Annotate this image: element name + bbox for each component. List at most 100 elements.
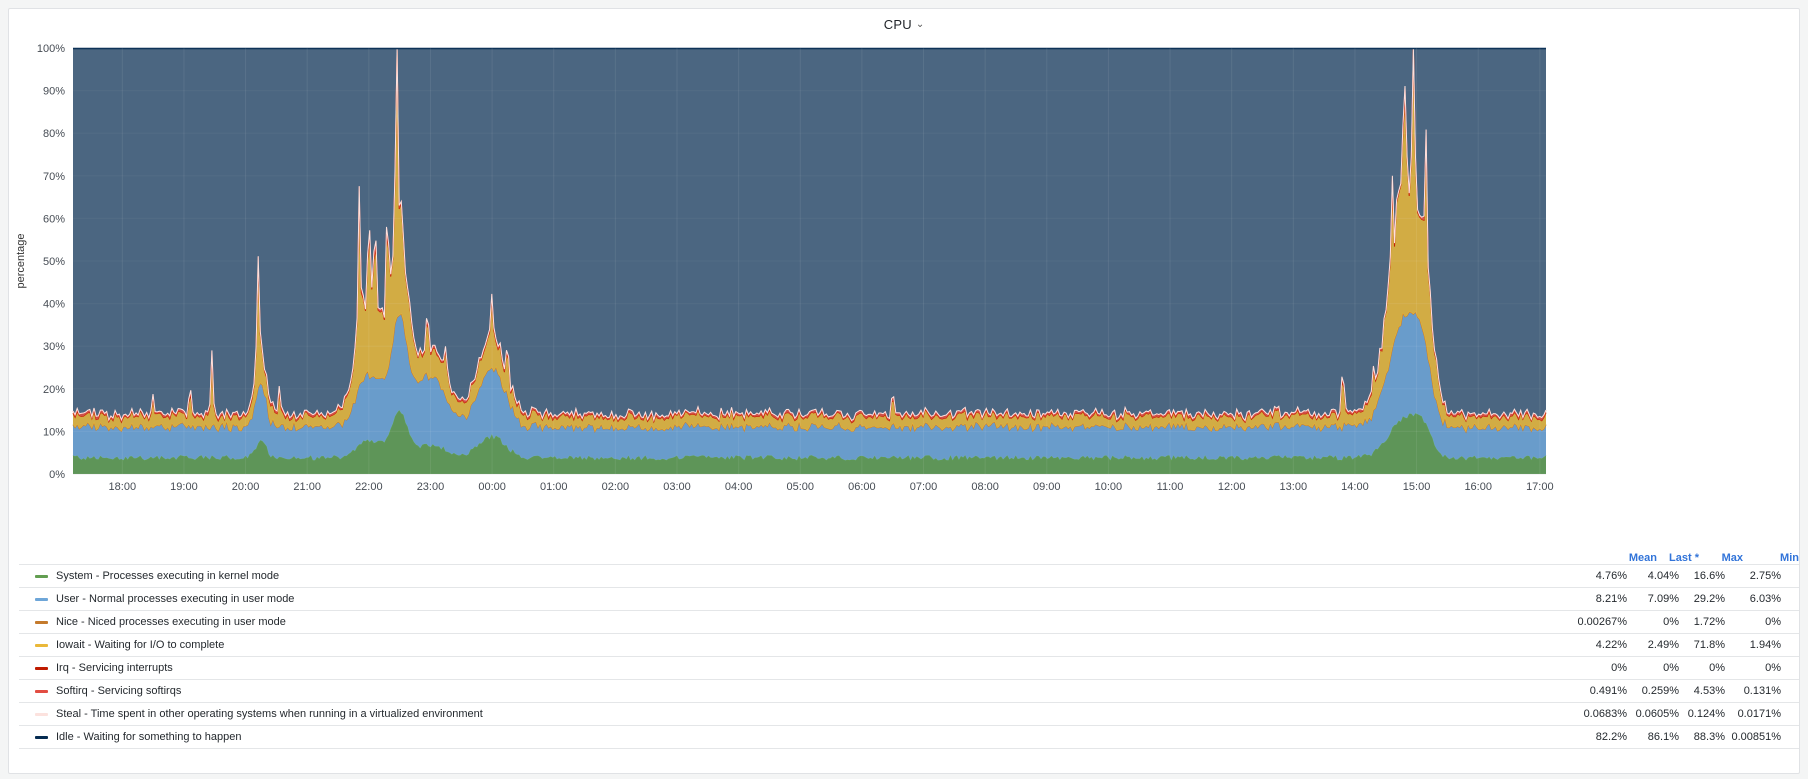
legend-table: Mean Last * Max Min System - Processes e…	[19, 552, 1799, 749]
legend-col-min[interactable]: Min	[1780, 552, 1799, 564]
legend-mean-value: 8.21%	[1595, 593, 1627, 605]
x-tick-label: 20:00	[232, 481, 260, 493]
legend-swatch	[35, 598, 48, 601]
x-tick-label: 11:00	[1157, 481, 1184, 493]
x-tick-label: 22:00	[355, 481, 383, 493]
legend-last-value: 0.0605%	[1635, 708, 1679, 720]
legend-swatch	[35, 621, 48, 624]
cpu-panel: CPU ⌄ 0% 10% 20% 30% 40% 50% 60% 70% 80% 90% 100% p…	[8, 8, 1800, 774]
legend-series-name[interactable]: System - Processes executing in kernel m…	[56, 570, 280, 582]
x-tick-label: 04:00	[725, 481, 753, 493]
legend-row[interactable]: Iowait - Waiting for I/O to complete 4.22…	[19, 633, 1799, 656]
x-tick-label: 14:00	[1341, 481, 1369, 493]
y-tick-label: 20%	[43, 384, 65, 396]
legend-series-name[interactable]: User - Normal processes executing in use…	[56, 593, 295, 605]
legend-series-name[interactable]: Idle - Waiting for something to happen	[56, 731, 242, 743]
legend-min-value: 0.131%	[1743, 685, 1781, 697]
y-tick-label: 40%	[43, 299, 65, 311]
legend-max-value: 71.8%	[1693, 639, 1725, 651]
cpu-area-chart: 0% 10% 20% 30% 40% 50% 60% 70% 80% 90% 100% percent…	[15, 43, 1554, 493]
x-tick-label: 07:00	[910, 481, 938, 493]
legend-series-name[interactable]: Steal - Time spent in other operating sy…	[56, 708, 483, 720]
legend-max-value: 4.53%	[1693, 685, 1725, 697]
series-areas	[72, 47, 1547, 474]
legend-min-value: 0.00851%	[1731, 731, 1781, 743]
x-tick-label: 01:00	[540, 481, 568, 493]
legend-mean-value: 0%	[1611, 662, 1627, 674]
legend-series-name[interactable]: Softirq - Servicing softirqs	[56, 685, 182, 697]
x-tick-label: 06:00	[848, 481, 876, 493]
x-tick-label: 23:00	[417, 481, 445, 493]
legend-row[interactable]: Steal - Time spent in other operating sy…	[19, 702, 1799, 725]
x-tick-label: 02:00	[602, 481, 630, 493]
legend-mean-value: 82.2%	[1595, 731, 1627, 743]
y-tick-label: 90%	[43, 86, 65, 98]
legend-swatch	[35, 736, 48, 739]
x-tick-label: 13:00	[1280, 481, 1308, 493]
x-tick-label: 21:00	[293, 481, 321, 493]
legend-min-value: 2.75%	[1749, 570, 1781, 582]
legend-min-value: 1.94%	[1749, 639, 1781, 651]
legend-min-value: 0%	[1765, 662, 1781, 674]
chevron-down-icon[interactable]: ⌄	[915, 18, 925, 30]
series-area	[73, 410, 1546, 474]
x-tick-label: 19:00	[170, 481, 198, 493]
y-axis-title: percentage	[15, 233, 27, 288]
legend-series-name[interactable]: Iowait - Waiting for I/O to complete	[56, 639, 225, 651]
legend-last-value: 2.49%	[1647, 639, 1679, 651]
legend-last-value: 4.04%	[1647, 570, 1679, 582]
legend-max-value: 0.124%	[1687, 708, 1725, 720]
x-tick-label: 10:00	[1095, 481, 1123, 493]
legend-last-value: 0.259%	[1641, 685, 1679, 697]
legend-row[interactable]: System - Processes executing in kernel m…	[19, 564, 1799, 587]
legend-row[interactable]: Nice - Niced processes executing in user…	[19, 610, 1799, 633]
legend-swatch	[35, 690, 48, 693]
panel-title[interactable]: CPU	[883, 16, 912, 32]
legend-series-name[interactable]: Irq - Servicing interrupts	[56, 662, 173, 674]
legend-swatch	[35, 644, 48, 647]
legend-max-value: 29.2%	[1693, 593, 1725, 605]
legend-swatch	[35, 713, 48, 716]
x-tick-label: 05:00	[786, 481, 814, 493]
y-tick-label: 60%	[43, 213, 65, 225]
legend-max-value: 16.6%	[1693, 570, 1725, 582]
x-tick-label: 17:00	[1526, 481, 1554, 493]
legend-mean-value: 0.00267%	[1577, 616, 1627, 628]
legend-last-value: 0%	[1663, 616, 1679, 628]
x-tick-label: 08:00	[971, 481, 999, 493]
legend-swatch	[35, 667, 48, 670]
legend-max-value: 88.3%	[1693, 731, 1725, 743]
y-tick-label: 10%	[43, 426, 65, 438]
y-tick-label: 0%	[49, 469, 65, 481]
x-tick-label: 12:00	[1218, 481, 1246, 493]
legend-col-max[interactable]: Max	[1721, 552, 1743, 564]
y-tick-label: 100%	[37, 43, 65, 55]
legend-mean-value: 4.22%	[1595, 639, 1627, 651]
series-area-idle	[73, 48, 1546, 474]
y-tick-label: 30%	[43, 341, 65, 353]
x-tick-label: 03:00	[663, 481, 691, 493]
panel-header[interactable]: CPU ⌄	[9, 9, 1799, 39]
legend-row[interactable]: Irq - Servicing interrupts 0% 0% 0% 0%	[19, 656, 1799, 679]
legend-row[interactable]: Idle - Waiting for something to happen 82…	[19, 725, 1799, 749]
legend-row[interactable]: User - Normal processes executing in use…	[19, 587, 1799, 610]
legend-mean-value: 4.76%	[1595, 570, 1627, 582]
y-tick-label: 50%	[43, 256, 65, 268]
grid-vertical	[73, 47, 1546, 475]
legend-col-mean[interactable]: Mean	[1628, 552, 1657, 564]
legend-row[interactable]: Softirq - Servicing softirqs 0.491% 0.259%…	[19, 679, 1799, 702]
x-tick-label: 16:00	[1464, 481, 1492, 493]
legend-last-value: 86.1%	[1647, 731, 1679, 743]
legend-col-last[interactable]: Last *	[1669, 552, 1699, 564]
legend-last-value: 7.09%	[1647, 593, 1679, 605]
x-tick-label: 15:00	[1403, 481, 1431, 493]
legend-min-value: 6.03%	[1749, 593, 1781, 605]
x-tick-label: 09:00	[1033, 481, 1061, 493]
x-tick-label: 18:00	[109, 481, 137, 493]
legend-min-value: 0.0171%	[1737, 708, 1781, 720]
y-tick-label: 70%	[43, 171, 65, 183]
legend-series-name[interactable]: Nice - Niced processes executing in user…	[56, 616, 286, 628]
x-tick-label: 00:00	[478, 481, 506, 493]
legend-swatch	[35, 575, 48, 578]
legend-mean-value: 0.491%	[1589, 685, 1627, 697]
